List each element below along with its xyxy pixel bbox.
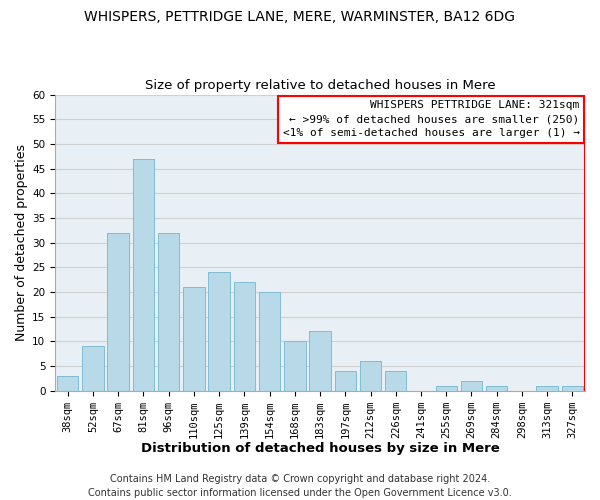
Text: WHISPERS, PETTRIDGE LANE, MERE, WARMINSTER, BA12 6DG: WHISPERS, PETTRIDGE LANE, MERE, WARMINST… <box>85 10 515 24</box>
Bar <box>360 361 381 390</box>
Bar <box>183 287 205 391</box>
Bar <box>57 376 79 390</box>
Bar <box>208 272 230 390</box>
Bar <box>284 342 305 390</box>
Bar <box>562 386 583 390</box>
X-axis label: Distribution of detached houses by size in Mere: Distribution of detached houses by size … <box>140 442 499 455</box>
Bar <box>486 386 508 390</box>
Bar <box>233 282 255 391</box>
Title: Size of property relative to detached houses in Mere: Size of property relative to detached ho… <box>145 79 496 92</box>
Bar <box>158 232 179 390</box>
Text: Contains HM Land Registry data © Crown copyright and database right 2024.
Contai: Contains HM Land Registry data © Crown c… <box>88 474 512 498</box>
Bar <box>536 386 558 390</box>
Text: WHISPERS PETTRIDGE LANE: 321sqm
← >99% of detached houses are smaller (250)
<1% : WHISPERS PETTRIDGE LANE: 321sqm ← >99% o… <box>283 100 580 138</box>
Y-axis label: Number of detached properties: Number of detached properties <box>15 144 28 341</box>
Bar <box>335 371 356 390</box>
Bar <box>436 386 457 390</box>
Bar <box>310 332 331 390</box>
Bar <box>385 371 406 390</box>
Bar <box>259 292 280 390</box>
Bar <box>133 158 154 390</box>
Bar <box>82 346 104 391</box>
Bar <box>461 380 482 390</box>
Bar <box>107 232 129 390</box>
